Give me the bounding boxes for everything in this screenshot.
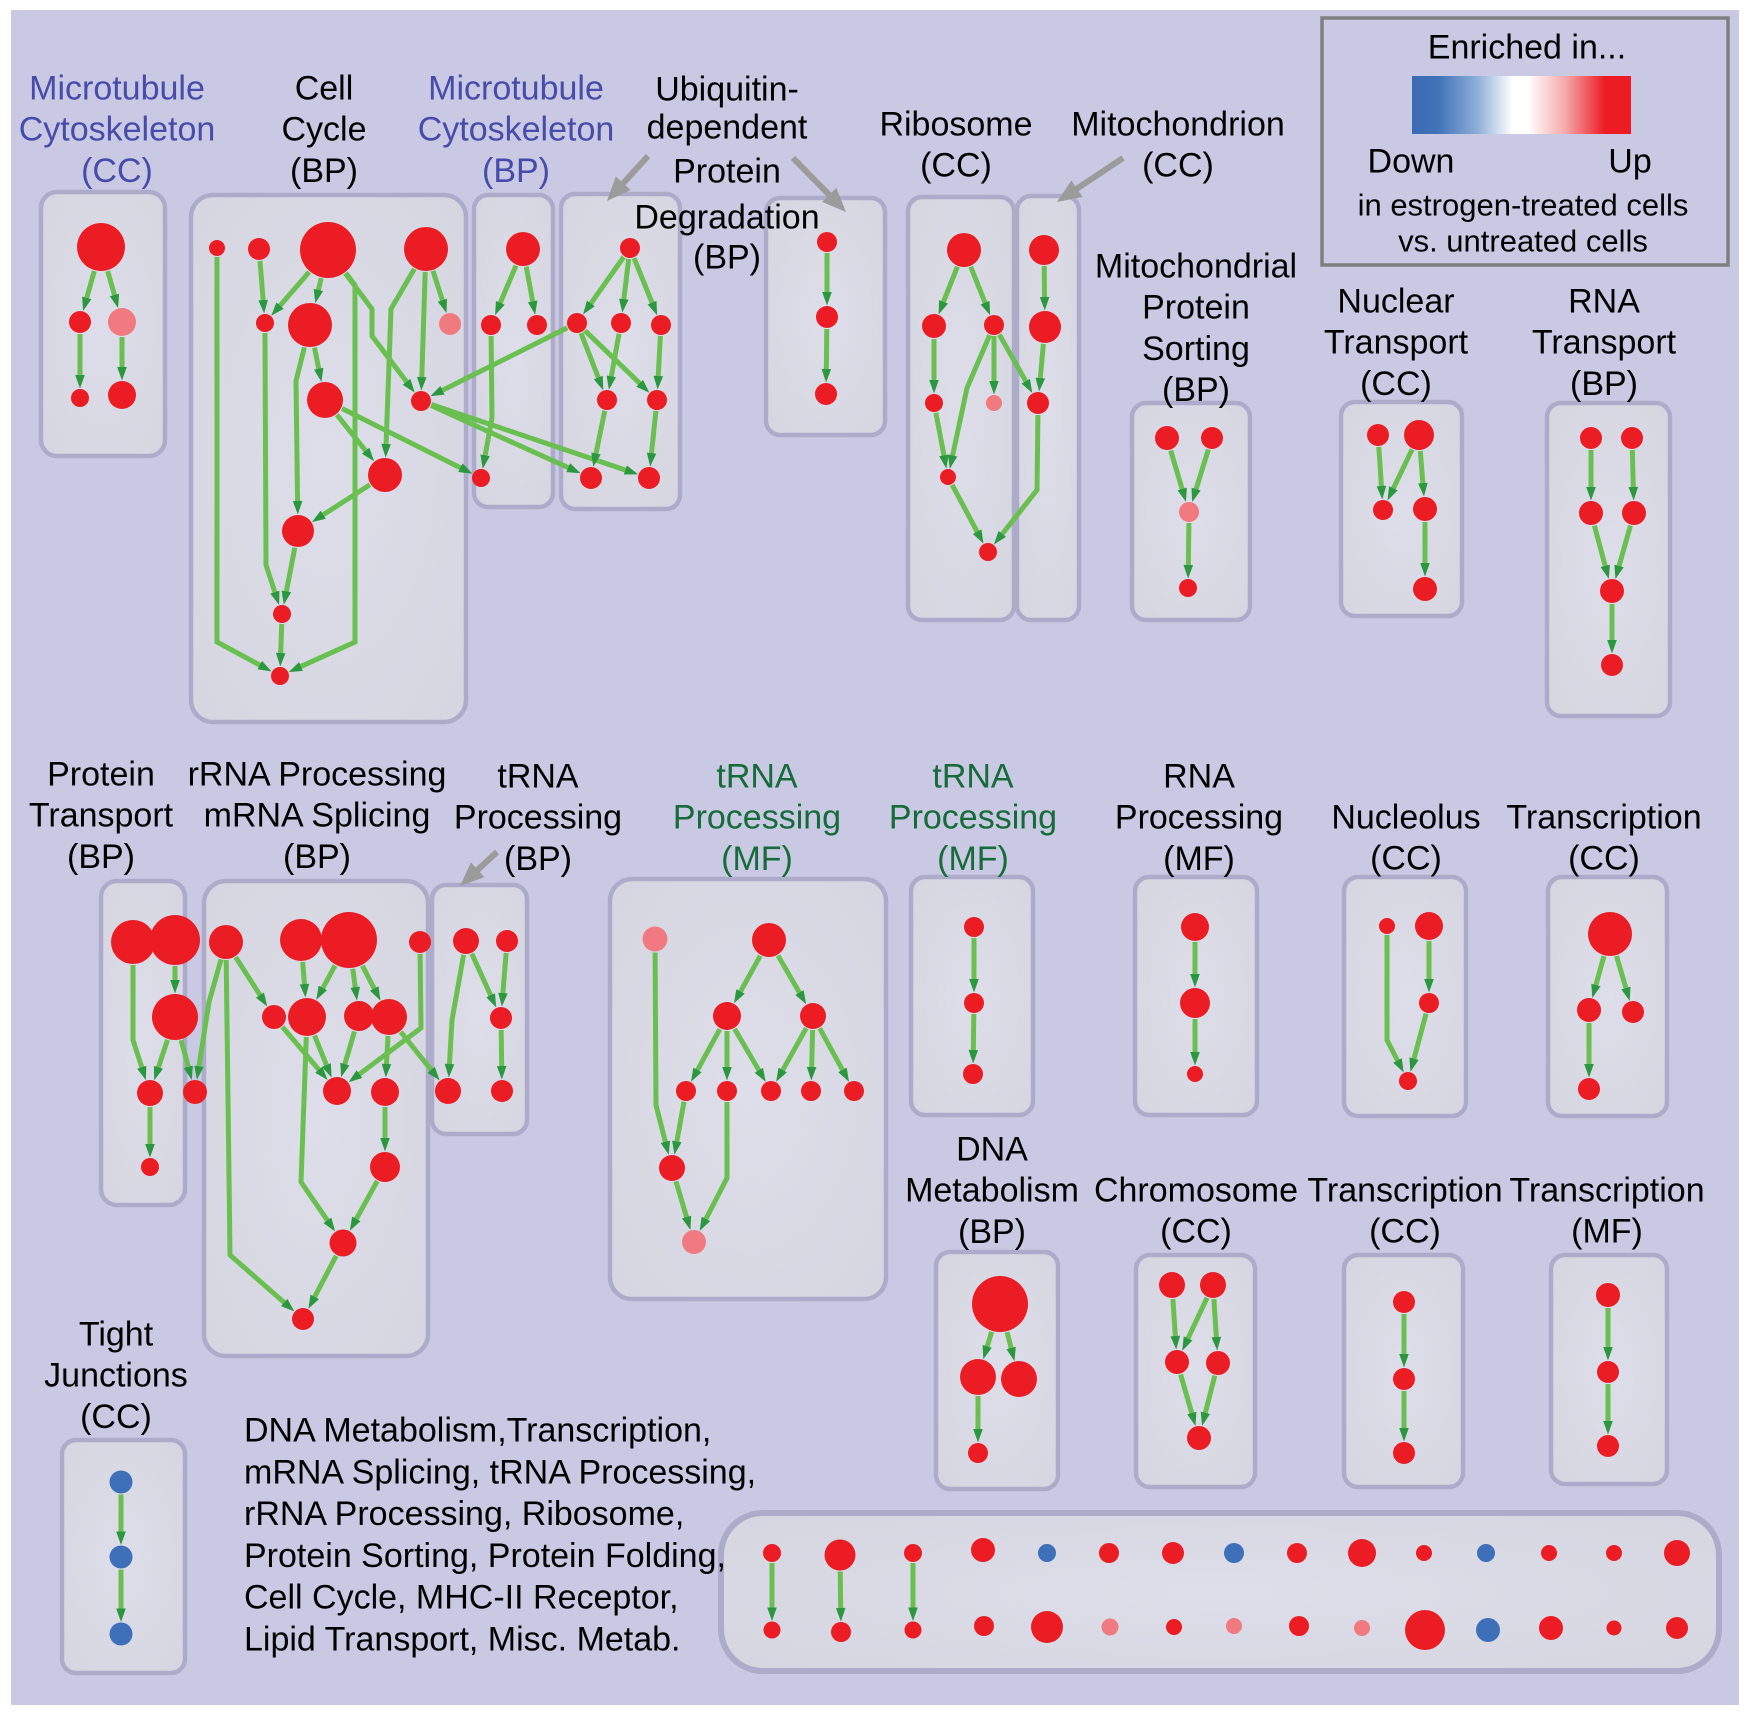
svg-text:mRNA Splicing: mRNA Splicing bbox=[204, 797, 431, 835]
svg-text:Up: Up bbox=[1608, 143, 1651, 181]
svg-text:(CC): (CC) bbox=[1160, 1213, 1232, 1251]
svg-text:(CC): (CC) bbox=[1369, 1213, 1441, 1251]
svg-text:Nuclear: Nuclear bbox=[1337, 283, 1454, 321]
svg-text:Microtubule: Microtubule bbox=[428, 70, 604, 108]
svg-text:(MF): (MF) bbox=[1571, 1213, 1643, 1251]
svg-text:Processing: Processing bbox=[454, 799, 622, 837]
svg-text:Cycle: Cycle bbox=[281, 111, 366, 149]
svg-text:(CC): (CC) bbox=[920, 147, 992, 185]
svg-text:(BP): (BP) bbox=[1162, 371, 1230, 409]
svg-text:(MF): (MF) bbox=[937, 840, 1009, 878]
svg-text:(CC): (CC) bbox=[1360, 365, 1432, 403]
svg-text:DNA: DNA bbox=[956, 1131, 1028, 1169]
svg-text:(BP): (BP) bbox=[693, 239, 761, 277]
svg-text:rRNA Processing, Ribosome,: rRNA Processing, Ribosome, bbox=[244, 1495, 684, 1533]
svg-text:Processing: Processing bbox=[673, 799, 841, 837]
svg-text:(BP): (BP) bbox=[958, 1213, 1026, 1251]
svg-text:(BP): (BP) bbox=[290, 152, 358, 190]
svg-text:Transport: Transport bbox=[1532, 324, 1677, 362]
svg-text:Nucleolus: Nucleolus bbox=[1331, 799, 1480, 837]
svg-text:DNA Metabolism,Transcription,: DNA Metabolism,Transcription, bbox=[244, 1412, 711, 1450]
svg-text:Cytoskeleton: Cytoskeleton bbox=[418, 111, 615, 149]
svg-text:Protein Sorting, Protein Foldi: Protein Sorting, Protein Folding, bbox=[244, 1537, 726, 1575]
svg-text:Processing: Processing bbox=[1115, 799, 1283, 837]
svg-text:Mitochondrion: Mitochondrion bbox=[1071, 106, 1285, 144]
svg-text:Metabolism: Metabolism bbox=[905, 1172, 1079, 1210]
svg-text:tRNA: tRNA bbox=[497, 758, 579, 796]
svg-text:Degradation: Degradation bbox=[634, 199, 819, 237]
svg-text:rRNA Processing: rRNA Processing bbox=[188, 756, 447, 794]
svg-text:(CC): (CC) bbox=[80, 1398, 152, 1436]
svg-text:tRNA: tRNA bbox=[716, 758, 798, 796]
svg-text:RNA: RNA bbox=[1163, 758, 1235, 796]
svg-text:(MF): (MF) bbox=[721, 840, 793, 878]
svg-text:Transport: Transport bbox=[1324, 324, 1469, 362]
svg-text:vs. untreated cells: vs. untreated cells bbox=[1398, 224, 1648, 259]
svg-text:(MF): (MF) bbox=[1163, 840, 1235, 878]
svg-text:Enriched in...: Enriched in... bbox=[1428, 29, 1626, 67]
svg-text:(BP): (BP) bbox=[67, 838, 135, 876]
svg-text:(BP): (BP) bbox=[482, 152, 550, 190]
svg-text:Cytoskeleton: Cytoskeleton bbox=[19, 111, 216, 149]
svg-text:Protein: Protein bbox=[47, 756, 155, 794]
svg-text:(CC): (CC) bbox=[1142, 147, 1214, 185]
svg-text:Ribosome: Ribosome bbox=[879, 106, 1032, 144]
svg-text:Transcription: Transcription bbox=[1506, 799, 1701, 837]
svg-text:Processing: Processing bbox=[889, 799, 1057, 837]
svg-text:Transport: Transport bbox=[29, 797, 174, 835]
svg-text:Mitochondrial: Mitochondrial bbox=[1095, 248, 1297, 286]
svg-text:Lipid Transport, Misc. Metab.: Lipid Transport, Misc. Metab. bbox=[244, 1621, 681, 1659]
svg-text:(BP): (BP) bbox=[504, 840, 572, 878]
svg-text:mRNA Splicing, tRNA Processing: mRNA Splicing, tRNA Processing, bbox=[244, 1453, 756, 1491]
svg-text:(CC): (CC) bbox=[81, 152, 153, 190]
svg-text:Protein: Protein bbox=[1142, 289, 1250, 327]
svg-text:Ubiquitin-: Ubiquitin- bbox=[655, 71, 799, 109]
svg-text:dependent: dependent bbox=[647, 109, 808, 147]
svg-text:Sorting: Sorting bbox=[1142, 330, 1250, 368]
svg-text:Cell Cycle, MHC-II Receptor,: Cell Cycle, MHC-II Receptor, bbox=[244, 1579, 679, 1617]
svg-text:Microtubule: Microtubule bbox=[29, 70, 205, 108]
svg-text:(CC): (CC) bbox=[1568, 840, 1640, 878]
svg-text:Cell: Cell bbox=[295, 70, 354, 108]
svg-text:(BP): (BP) bbox=[1570, 365, 1638, 403]
svg-text:Transcription: Transcription bbox=[1509, 1172, 1704, 1210]
svg-text:Protein: Protein bbox=[673, 153, 781, 191]
svg-text:Down: Down bbox=[1368, 143, 1455, 181]
svg-text:Chromosome: Chromosome bbox=[1094, 1172, 1298, 1210]
svg-text:(CC): (CC) bbox=[1370, 840, 1442, 878]
svg-text:tRNA: tRNA bbox=[932, 758, 1014, 796]
svg-text:Transcription: Transcription bbox=[1307, 1172, 1502, 1210]
svg-text:in estrogen-treated cells: in estrogen-treated cells bbox=[1358, 188, 1689, 223]
svg-text:Junctions: Junctions bbox=[44, 1357, 188, 1395]
svg-text:Tight: Tight bbox=[79, 1316, 154, 1354]
svg-text:RNA: RNA bbox=[1568, 283, 1640, 321]
svg-text:(BP): (BP) bbox=[283, 838, 351, 876]
